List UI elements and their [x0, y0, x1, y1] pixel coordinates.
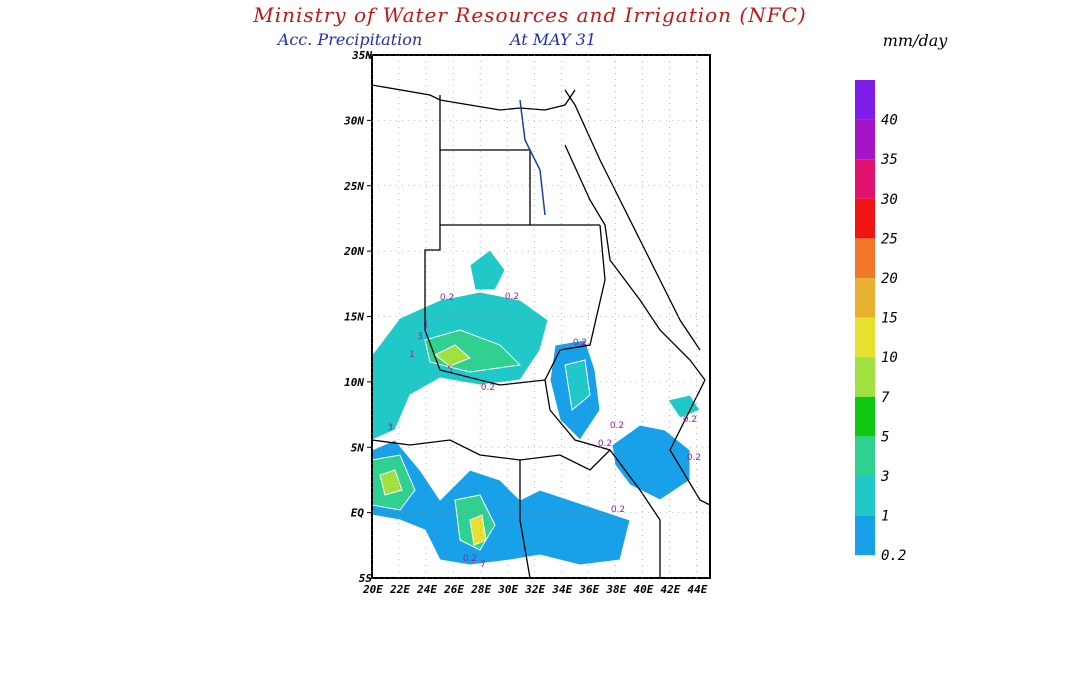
colorbar-label: 1: [881, 509, 889, 525]
colorbar-swatch: [855, 317, 875, 358]
colorbar-swatch: [855, 198, 875, 239]
lon-label: 30E: [497, 583, 518, 596]
colorbar-label: 3: [880, 469, 889, 485]
lat-label: 5N: [351, 441, 365, 454]
colorbar-swatch: [855, 278, 875, 318]
lon-label: 32E: [524, 583, 545, 596]
contour-label: 0.2: [505, 292, 519, 302]
contour-label: 0.2: [481, 383, 495, 393]
contour-label: 0.2: [463, 554, 477, 564]
colorbar-label: 20: [881, 271, 898, 287]
map: [371, 54, 711, 579]
contour-label: 3: [417, 332, 423, 342]
colorbar-label: 0.2: [881, 548, 906, 564]
lat-label: 30N: [343, 114, 364, 127]
lon-label: 34E: [551, 583, 572, 596]
contour-label: 7: [480, 560, 486, 570]
lon-label: 24E: [416, 583, 437, 596]
lat-label: 25N: [343, 180, 364, 193]
colorbar-label: 30: [880, 192, 898, 208]
units: mm/day: [883, 31, 949, 50]
colorbar-swatch: [855, 436, 875, 476]
lat-label: 15N: [344, 311, 364, 324]
title: Ministry of Water Resources and Irrigati…: [252, 3, 806, 27]
colorbar-swatch: [855, 80, 875, 120]
lat-label: 35N: [351, 49, 372, 62]
lat-label: EQ: [351, 507, 365, 520]
colorbar-label: 35: [880, 152, 898, 168]
lon-label: 20E: [362, 583, 383, 596]
contour-label: 1: [409, 350, 415, 360]
colorbar-label: 15: [881, 311, 898, 327]
contour-label: 0.2: [598, 439, 612, 449]
subtitle: Acc. Precipitation: [276, 30, 422, 49]
contour-label: 5: [447, 365, 453, 375]
date: At MAY 31: [508, 30, 596, 49]
colorbar-swatch: [855, 515, 875, 556]
colorbar-swatch: [855, 119, 875, 160]
colorbar-swatch: [855, 396, 875, 437]
colorbar-label: 7: [881, 390, 890, 406]
colorbar-swatch: [855, 476, 875, 516]
colorbar-label: 10: [881, 350, 898, 366]
colorbar-label: 25: [881, 231, 898, 247]
lon-label: 22E: [389, 583, 410, 596]
contour-label: 0.2: [573, 338, 587, 348]
contour-label: 0.2: [611, 505, 625, 515]
contour-label: 0.2: [610, 421, 624, 431]
lon-label: 40E: [633, 583, 653, 596]
colorbar-label: 40: [881, 113, 898, 129]
colorbar-swatch: [855, 357, 875, 397]
lon-label: 44E: [688, 583, 708, 596]
lon-label: 26E: [443, 583, 464, 596]
contour-label: 0.2: [687, 453, 701, 463]
rain-areas: [371, 249, 701, 566]
contour-label: 3: [387, 423, 393, 433]
lat-label: 5S: [359, 572, 373, 585]
colorbar-swatch: [855, 238, 875, 278]
colorbar-swatch: [855, 159, 875, 199]
lat-label: 10N: [344, 376, 364, 389]
contour-label: 0.2: [440, 293, 454, 303]
lat-label: 20N: [343, 245, 364, 258]
contour-label: 1: [423, 320, 429, 330]
colorbar-label: 5: [881, 429, 889, 445]
river: [519, 99, 546, 216]
lon-label: 42E: [661, 583, 681, 596]
lon-label: 38E: [605, 583, 626, 596]
contour-label: 0.2: [683, 415, 697, 425]
lon-label: 36E: [578, 583, 599, 596]
lon-label: 28E: [470, 583, 491, 596]
